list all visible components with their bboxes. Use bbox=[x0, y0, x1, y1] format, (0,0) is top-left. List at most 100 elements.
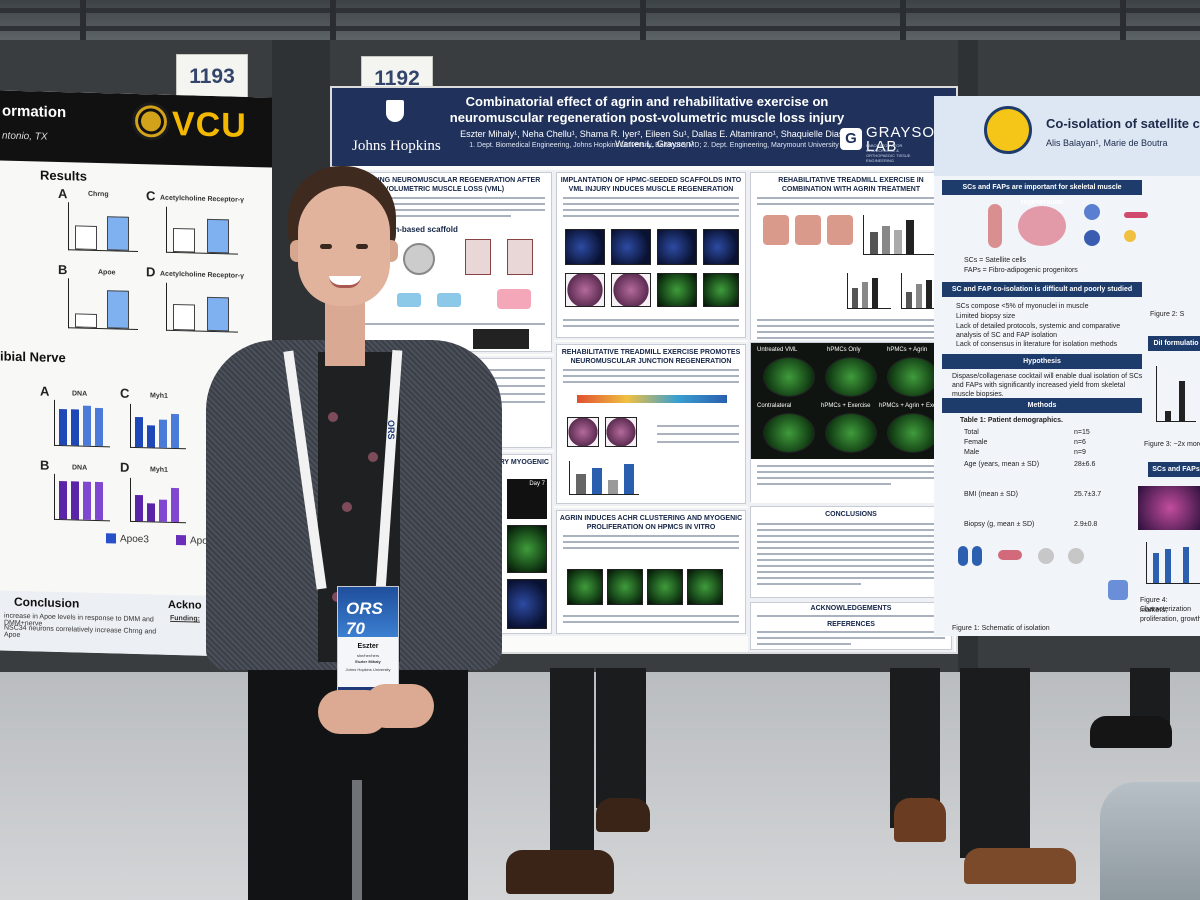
vcu-logo: VCU bbox=[172, 104, 247, 145]
bar bbox=[906, 292, 912, 308]
bar bbox=[159, 499, 167, 522]
day-label: Day 7 bbox=[529, 481, 545, 487]
backpack bbox=[1100, 782, 1200, 900]
text-line bbox=[563, 381, 739, 383]
chart-title: Myh1 bbox=[150, 392, 168, 400]
text-line bbox=[757, 535, 945, 537]
dish-icon bbox=[1068, 548, 1084, 564]
side-label: Figure 3: ~2x more bbox=[1144, 441, 1200, 448]
ceiling-truss bbox=[640, 0, 646, 60]
text-line bbox=[757, 615, 945, 617]
bar bbox=[95, 481, 103, 521]
bar bbox=[95, 407, 103, 447]
text-line bbox=[487, 393, 545, 395]
bar bbox=[894, 230, 902, 254]
muscle-photo bbox=[763, 215, 789, 245]
table-value: 25.7±3.7 bbox=[1074, 491, 1102, 498]
panel-heading: MARY MYOGENIC bbox=[488, 459, 549, 466]
grayson-lab-logo: GRAYSON LAB bbox=[866, 124, 947, 155]
bar bbox=[173, 227, 195, 253]
tetanic-force-chart bbox=[901, 273, 945, 309]
table-label: Male bbox=[964, 449, 980, 456]
bar bbox=[173, 303, 195, 331]
grayson-lab-subtitle: LABORATORY FOR CRANIOFACIAL & ORTHOPAEDI… bbox=[866, 143, 911, 163]
micro-image bbox=[657, 273, 697, 307]
bar bbox=[207, 218, 229, 254]
bullet-item: Lack of consensus in literature for isol… bbox=[956, 341, 1118, 348]
bar bbox=[71, 409, 79, 446]
ceiling-truss bbox=[1120, 0, 1126, 60]
badge-full-name: Eszter Mihaly bbox=[355, 659, 381, 664]
nerve-heading: ibial Nerve bbox=[0, 348, 66, 366]
text-line bbox=[757, 553, 945, 555]
table-label: Biopsy (g, mean ± SD) bbox=[964, 521, 1035, 528]
right-poster: Co-isolation of satellite cells a Alis B… bbox=[934, 96, 1200, 636]
bar bbox=[926, 280, 932, 308]
text-line bbox=[563, 215, 739, 217]
legend-scs: SCs = Satellite cells bbox=[964, 257, 1027, 264]
chart-achr-2 bbox=[166, 282, 238, 333]
micro-image bbox=[567, 417, 599, 447]
ceiling-beam bbox=[0, 26, 1200, 31]
bar bbox=[135, 416, 143, 448]
text-line bbox=[657, 425, 739, 427]
text-line bbox=[757, 523, 945, 525]
text-line bbox=[487, 377, 545, 379]
acknowledgements-heading: Ackno bbox=[168, 598, 202, 612]
scaffold-dish-icon bbox=[403, 243, 435, 275]
legend-apoe3: Apoe3 bbox=[120, 533, 149, 546]
section-band: Methods bbox=[942, 398, 1142, 413]
bar bbox=[862, 282, 868, 308]
side-chart bbox=[1156, 366, 1196, 422]
presenter-face bbox=[298, 186, 390, 306]
table-label: Age (years, mean ± SD) bbox=[964, 461, 1040, 468]
table-value: 28±6.6 bbox=[1074, 461, 1096, 468]
figure-label: hPMCs + Agrin + Exercise bbox=[879, 403, 950, 409]
figure-caption: Figure 1: Schematic of isolation bbox=[952, 625, 1050, 632]
panel-heading: AGRIN INDUCES ACHR CLUSTERING AND MYOGEN… bbox=[559, 515, 743, 531]
panel-letter: B bbox=[58, 261, 68, 278]
force-chart bbox=[847, 273, 891, 309]
table-value: n=15 bbox=[1074, 429, 1090, 436]
panel-letter: A bbox=[58, 185, 68, 202]
micro-image bbox=[611, 229, 651, 265]
text-line bbox=[563, 375, 739, 377]
person-icon bbox=[958, 546, 968, 566]
bar bbox=[83, 405, 91, 446]
timeline-bar bbox=[577, 395, 727, 403]
text-line bbox=[563, 325, 739, 327]
text-line bbox=[563, 209, 739, 211]
text-line bbox=[757, 477, 945, 479]
text-line bbox=[563, 197, 739, 199]
cell-icon bbox=[1084, 204, 1100, 220]
background-person-shoe bbox=[1090, 716, 1172, 748]
bar bbox=[71, 481, 79, 520]
badge-affiliation: Johns Hopkins University bbox=[345, 667, 391, 672]
panel-conclusions: CONCLUSIONS bbox=[750, 506, 952, 598]
badge-header: ORS 70 bbox=[338, 587, 398, 638]
text-line bbox=[757, 319, 945, 321]
text-line bbox=[757, 197, 945, 199]
grayson-lab-icon: G bbox=[840, 128, 862, 150]
text-line bbox=[757, 337, 945, 339]
text-line bbox=[757, 547, 945, 549]
cell-icon bbox=[1084, 230, 1100, 246]
panel-heading: ACKNOWLEDGEMENTS bbox=[810, 605, 892, 612]
text-line bbox=[343, 209, 545, 211]
funding-label: Funding: bbox=[170, 614, 200, 623]
bar bbox=[906, 220, 914, 254]
chart-achr bbox=[166, 206, 238, 255]
text-line bbox=[343, 197, 545, 199]
text-line bbox=[757, 577, 945, 579]
micro-image bbox=[763, 357, 815, 397]
fluorescence-image bbox=[1138, 486, 1200, 530]
person-icon bbox=[972, 546, 982, 566]
bar bbox=[75, 313, 97, 328]
blouse-flower bbox=[342, 502, 352, 512]
panel-letter: D bbox=[120, 459, 130, 475]
process-icon bbox=[437, 293, 461, 307]
table-label: Total bbox=[964, 429, 979, 436]
right-poster-authors: Alis Balayan¹, Marie de Boutra bbox=[1046, 138, 1168, 148]
legend-faps: FAPs = Fibro-adipogenic progenitors bbox=[964, 267, 1078, 274]
text-line bbox=[757, 559, 945, 561]
